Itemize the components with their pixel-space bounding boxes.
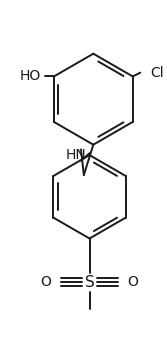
Text: S: S: [85, 275, 94, 289]
Text: HN: HN: [66, 148, 87, 162]
Text: O: O: [40, 275, 51, 289]
Text: O: O: [128, 275, 139, 289]
Text: Cl: Cl: [151, 66, 164, 80]
Text: HO: HO: [20, 69, 41, 83]
